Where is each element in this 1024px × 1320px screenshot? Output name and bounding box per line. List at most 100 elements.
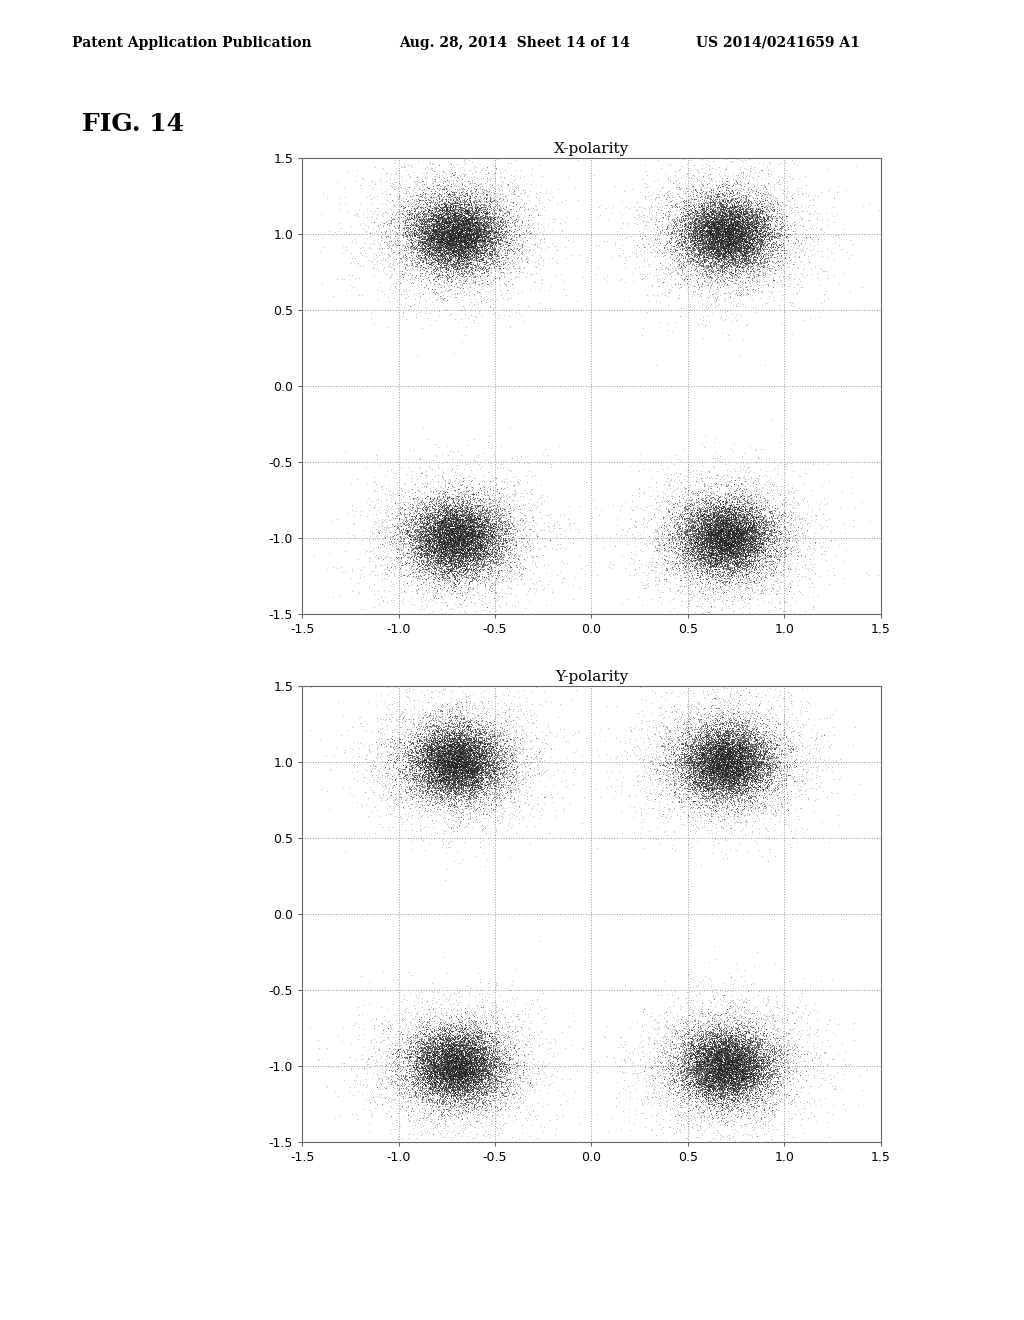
Point: [730, 1041, 746, 1063]
Point: [653, 734, 670, 755]
Point: [421, 240, 437, 261]
Point: [447, 747, 464, 768]
Point: [787, 1059, 804, 1080]
Point: [453, 529, 469, 550]
Point: [385, 756, 401, 777]
Point: [783, 1044, 800, 1065]
Point: [740, 227, 757, 248]
Point: [739, 218, 756, 239]
Point: [496, 766, 512, 787]
Point: [714, 527, 730, 548]
Point: [455, 215, 471, 236]
Point: [793, 206, 809, 227]
Point: [399, 541, 416, 562]
Point: [445, 477, 462, 498]
Point: [721, 572, 737, 593]
Point: [787, 535, 804, 556]
Point: [708, 1055, 724, 1076]
Point: [474, 730, 490, 751]
Point: [412, 1063, 428, 1084]
Point: [395, 528, 412, 549]
Point: [703, 1051, 720, 1072]
Point: [720, 764, 736, 785]
Point: [711, 236, 727, 257]
Point: [488, 202, 505, 223]
Point: [738, 239, 755, 260]
Point: [733, 733, 750, 754]
Point: [734, 499, 751, 520]
Point: [706, 1048, 722, 1069]
Point: [432, 231, 449, 252]
Point: [769, 1076, 785, 1097]
Point: [719, 562, 735, 583]
Point: [483, 727, 500, 748]
Point: [656, 797, 673, 818]
Point: [726, 779, 742, 800]
Point: [413, 1053, 429, 1074]
Point: [732, 238, 749, 259]
Point: [438, 198, 455, 219]
Point: [415, 780, 431, 801]
Point: [753, 1109, 769, 1130]
Point: [443, 756, 460, 777]
Point: [455, 1019, 471, 1040]
Point: [488, 248, 505, 269]
Point: [474, 770, 490, 791]
Point: [735, 236, 752, 257]
Point: [505, 746, 521, 767]
Point: [721, 767, 737, 788]
Point: [427, 1028, 443, 1049]
Point: [483, 767, 500, 788]
Point: [482, 202, 499, 223]
Point: [504, 173, 520, 194]
Point: [461, 227, 477, 248]
Point: [459, 519, 475, 540]
Point: [738, 677, 755, 698]
Point: [753, 216, 769, 238]
Point: [709, 508, 725, 529]
Point: [554, 1105, 570, 1126]
Point: [454, 521, 470, 543]
Point: [478, 205, 495, 226]
Point: [447, 742, 464, 763]
Point: [735, 222, 752, 243]
Point: [637, 186, 653, 207]
Point: [497, 539, 513, 560]
Point: [443, 566, 460, 587]
Point: [396, 207, 413, 228]
Point: [720, 1051, 736, 1072]
Point: [431, 710, 447, 731]
Point: [754, 226, 770, 247]
Point: [488, 1056, 505, 1077]
Point: [458, 1060, 474, 1081]
Point: [465, 1068, 481, 1089]
Point: [693, 726, 710, 747]
Point: [717, 747, 733, 768]
Point: [739, 541, 756, 562]
Point: [446, 785, 463, 807]
Point: [474, 207, 490, 228]
Point: [477, 528, 494, 549]
Point: [738, 491, 755, 512]
Point: [415, 540, 431, 561]
Point: [434, 541, 451, 562]
Point: [740, 457, 757, 478]
Point: [715, 572, 731, 593]
Point: [739, 1028, 756, 1049]
Point: [429, 759, 445, 780]
Point: [709, 531, 725, 552]
Point: [447, 220, 464, 242]
Point: [470, 554, 486, 576]
Point: [719, 1056, 735, 1077]
Point: [479, 210, 496, 231]
Point: [701, 220, 718, 242]
Point: [503, 165, 519, 186]
Point: [447, 517, 464, 539]
Point: [713, 227, 729, 248]
Point: [437, 531, 454, 552]
Point: [728, 520, 744, 541]
Point: [712, 788, 728, 809]
Point: [700, 772, 717, 793]
Point: [722, 750, 738, 771]
Point: [723, 768, 739, 789]
